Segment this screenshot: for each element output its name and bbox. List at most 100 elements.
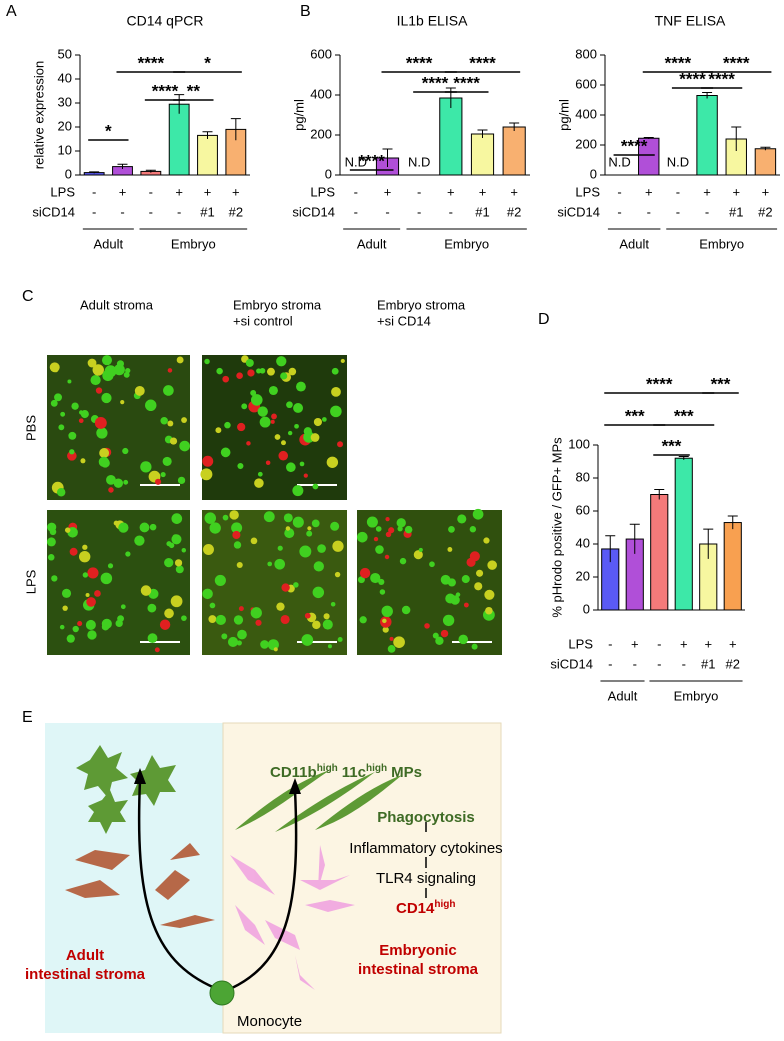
- error-bar: [703, 528, 714, 559]
- bar: [197, 134, 218, 176]
- row-label: LPS: [50, 184, 75, 199]
- bar: [754, 148, 777, 176]
- sig-label: ***: [662, 436, 682, 455]
- y-tick-label: 0: [325, 166, 332, 181]
- row-value: #1: [729, 204, 743, 219]
- row-value: -: [608, 656, 612, 671]
- row-value: -: [92, 184, 96, 199]
- cd14-label: CD14high: [396, 899, 455, 917]
- error-bar: [174, 94, 185, 114]
- y-tick-label: 20: [58, 118, 72, 133]
- y-tick-label: 40: [576, 535, 590, 550]
- y-tick-label: 40: [58, 70, 72, 85]
- error-bar: [654, 489, 665, 500]
- row-value: -: [676, 204, 680, 219]
- y-tick-label: 800: [575, 46, 597, 61]
- row-value: #1: [475, 204, 489, 219]
- row-value: +: [510, 184, 518, 199]
- group-label: Embryo: [699, 236, 744, 251]
- row-label: LPS: [310, 184, 335, 199]
- row-value: -: [177, 204, 181, 219]
- sig-label: ****: [679, 69, 706, 88]
- y-tick-label: 600: [310, 46, 332, 61]
- row-value: +: [645, 184, 653, 199]
- embryo-label: intestinal stroma: [358, 961, 479, 978]
- row-label: siCD14: [32, 204, 75, 219]
- group-label: Embryo: [444, 236, 489, 251]
- row-value: -: [354, 204, 358, 219]
- error-bar: [230, 118, 241, 141]
- error-bar: [629, 523, 640, 554]
- error-bar: [382, 148, 393, 167]
- sig-label: ***: [711, 374, 731, 393]
- error-bar: [731, 126, 742, 151]
- row-label: siCD14: [292, 204, 335, 219]
- row-value: -: [617, 204, 621, 219]
- y-tick-label: 0: [590, 166, 597, 181]
- value-label: N.D: [345, 154, 367, 169]
- y-tick-label: 20: [576, 568, 590, 583]
- row-value: +: [479, 184, 487, 199]
- column-header: +si control: [233, 313, 293, 328]
- chart-title: IL1b ELISA: [397, 13, 468, 29]
- micrograph: [47, 355, 190, 500]
- y-tick-label: 100: [568, 436, 590, 451]
- row-value: +: [631, 636, 639, 651]
- sig-label: ****: [469, 53, 496, 72]
- row-value: -: [449, 204, 453, 219]
- chart-title: CD14 qPCR: [126, 13, 203, 29]
- y-tick-label: 400: [310, 86, 332, 101]
- sig-label: **: [187, 81, 201, 100]
- row-value: #2: [507, 204, 521, 219]
- mps-label: CD11bhigh 11chigh MPs: [270, 763, 422, 781]
- row-value: -: [385, 204, 389, 219]
- column-header: Adult stroma: [80, 297, 154, 312]
- y-axis-label: % pHrodo positive / GFP+ MPs: [549, 437, 564, 618]
- group-label: Adult: [608, 688, 638, 703]
- value-label: N.D: [667, 154, 689, 169]
- y-tick-label: 60: [576, 502, 590, 517]
- row-label: LPS: [568, 636, 593, 651]
- column-header: +si CD14: [377, 313, 431, 328]
- sig-label: ****: [453, 73, 480, 92]
- row-label: LPS: [575, 184, 600, 199]
- panel-label: E: [22, 709, 33, 726]
- row-value: -: [617, 184, 621, 199]
- y-tick-label: 10: [58, 142, 72, 157]
- sig-label: ****: [665, 53, 692, 72]
- row-value: -: [417, 184, 421, 199]
- row-value: +: [729, 636, 737, 651]
- y-axis-label: relative expression: [31, 61, 46, 169]
- step: TLR4 signaling: [376, 870, 476, 887]
- text: high: [434, 899, 455, 910]
- row-value: +: [232, 184, 240, 199]
- sig-label: ****: [152, 81, 179, 100]
- error-bar: [145, 169, 156, 173]
- panel-label: D: [538, 311, 550, 328]
- embryo-stroma-cells: [230, 845, 355, 990]
- y-tick-label: 600: [575, 76, 597, 91]
- diagram: [45, 722, 502, 1034]
- bar: [723, 522, 742, 611]
- y-tick-label: 30: [58, 94, 72, 109]
- sig-label: ****: [138, 53, 165, 72]
- panel-label: B: [300, 3, 311, 20]
- sig-label: ****: [406, 53, 433, 72]
- y-tick-label: 200: [310, 126, 332, 141]
- row-value: #2: [758, 204, 772, 219]
- value-label: N.D: [408, 154, 430, 169]
- row-value: -: [657, 636, 661, 651]
- sig-label: ****: [422, 73, 449, 92]
- row-value: -: [417, 204, 421, 219]
- panel-label: C: [22, 288, 34, 305]
- text: MPs: [391, 764, 422, 781]
- row-value: -: [92, 204, 96, 219]
- row-value: -: [647, 204, 651, 219]
- error-bar: [605, 535, 616, 563]
- row-value: -: [608, 636, 612, 651]
- sig-label: *: [204, 53, 211, 72]
- row-value: +: [703, 184, 711, 199]
- y-tick-label: 200: [575, 136, 597, 151]
- sig-label: ***: [674, 406, 694, 425]
- group-label: Adult: [357, 236, 387, 251]
